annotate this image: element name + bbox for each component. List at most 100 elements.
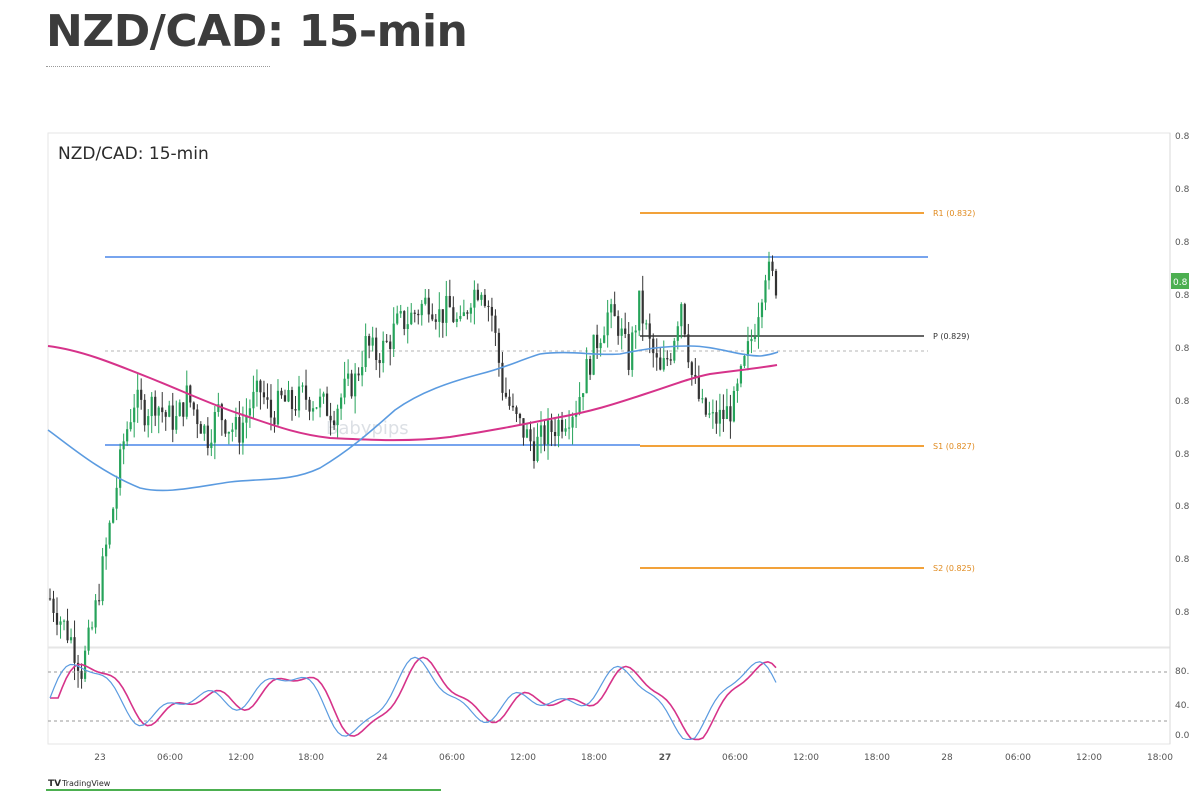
candle-body — [659, 357, 662, 370]
candle-body — [119, 449, 122, 488]
candle-body — [122, 441, 125, 450]
candle-body — [683, 304, 686, 335]
candle-body — [673, 340, 676, 361]
candle-body — [483, 294, 486, 306]
candle-body — [403, 311, 406, 329]
candle-body — [62, 620, 66, 622]
tradingview-logo: TV TradingView — [48, 779, 111, 789]
candle-body — [385, 340, 388, 342]
candle-body — [329, 415, 332, 421]
candle-body — [529, 429, 532, 442]
time-tick-label: 06:00 — [722, 753, 748, 763]
candle-body — [417, 313, 420, 316]
stochastic-pane[interactable] — [47, 647, 1171, 745]
candle-body — [473, 289, 476, 308]
candle-body — [413, 312, 416, 314]
candle-body — [445, 295, 448, 323]
candle-body — [357, 373, 360, 376]
tradingview-brand: TradingView — [61, 779, 111, 788]
candle-body — [459, 315, 462, 319]
current-price-badge: 0.8 — [1171, 273, 1189, 289]
candle-body — [136, 389, 139, 408]
candle-body — [280, 390, 283, 396]
candle-body — [452, 307, 455, 322]
candle-body — [361, 367, 364, 376]
candle-body — [746, 341, 750, 357]
price-pane[interactable] — [47, 132, 1171, 648]
candle-body — [66, 620, 69, 641]
candle-body — [171, 405, 174, 430]
candle-body — [126, 429, 129, 442]
candle-body — [543, 425, 546, 445]
time-tick-label: 18:00 — [581, 753, 607, 763]
candle-body — [318, 396, 322, 408]
candle-body — [290, 390, 294, 410]
candle-body — [641, 290, 644, 324]
candle-body — [259, 380, 262, 393]
candle-body — [90, 627, 94, 629]
candle-body — [666, 358, 669, 360]
candle-body — [399, 311, 402, 314]
candle-body — [175, 416, 178, 430]
candle-body — [441, 309, 444, 323]
price-tick-label: 0.83 — [1175, 502, 1189, 512]
candle-body — [718, 409, 721, 424]
candle-body — [490, 306, 494, 316]
candle-body — [59, 621, 62, 625]
candle-body — [76, 662, 80, 671]
candle-body — [550, 420, 553, 432]
candle-body — [276, 390, 280, 425]
candle-body — [161, 407, 164, 413]
candle-body — [347, 373, 350, 379]
stochastic-tick-label: 80.0 — [1175, 667, 1189, 677]
candle-body — [448, 295, 451, 308]
candle-body — [662, 358, 665, 370]
time-tick-label: 23 — [94, 753, 105, 763]
time-tick-label: 12:00 — [510, 753, 536, 763]
candle-body — [774, 270, 778, 296]
candle-body — [704, 398, 707, 415]
time-tick-label: 24 — [376, 753, 388, 763]
candle-body — [210, 442, 213, 449]
candle-body — [234, 417, 237, 430]
candle-body — [343, 378, 346, 398]
time-tick-label: 06:00 — [439, 753, 465, 763]
candle-body — [150, 396, 153, 417]
candle-body — [238, 417, 241, 443]
candle-body — [147, 416, 150, 426]
candle-body — [182, 402, 185, 417]
candle-body — [669, 359, 672, 361]
candle-body — [178, 402, 181, 417]
candle-body — [332, 420, 336, 426]
candle-body — [396, 313, 399, 324]
candle-body — [325, 393, 329, 416]
candle-body — [69, 637, 73, 641]
candle-body — [213, 411, 216, 443]
price-tick-label: 0.83 — [1175, 238, 1189, 248]
price-tick-label: 0.83 — [1175, 450, 1189, 460]
candle-body — [725, 406, 728, 420]
time-tick-label: 12:00 — [793, 753, 819, 763]
pivot-label-s1: S1 (0.827) — [933, 442, 975, 451]
candle-body — [364, 336, 367, 368]
candle-body — [732, 390, 736, 422]
candle-body — [648, 323, 651, 339]
candle-body — [687, 334, 690, 363]
candle-body — [206, 425, 209, 449]
time-tick-label: 18:00 — [298, 753, 324, 763]
candle-body — [487, 305, 490, 307]
time-tick-label: 18:00 — [864, 753, 890, 763]
candle-body — [382, 340, 385, 364]
time-axis: 23 06:00 12:00 18:00 24 06:00 12:00 18:00 27 06:0… — [94, 753, 1173, 763]
candle-body — [87, 627, 90, 651]
candle-body — [55, 612, 59, 625]
candle-body — [227, 431, 230, 434]
candle-body — [297, 386, 301, 411]
price-axis: 0.8 0.83 0.83 0.83 0.8 0.83 0.83 0.83 0.83 0.83 — [1175, 132, 1189, 618]
candle-body — [203, 425, 206, 434]
candle-body — [262, 392, 266, 398]
candle-body — [753, 336, 757, 339]
candle-body — [557, 419, 560, 437]
